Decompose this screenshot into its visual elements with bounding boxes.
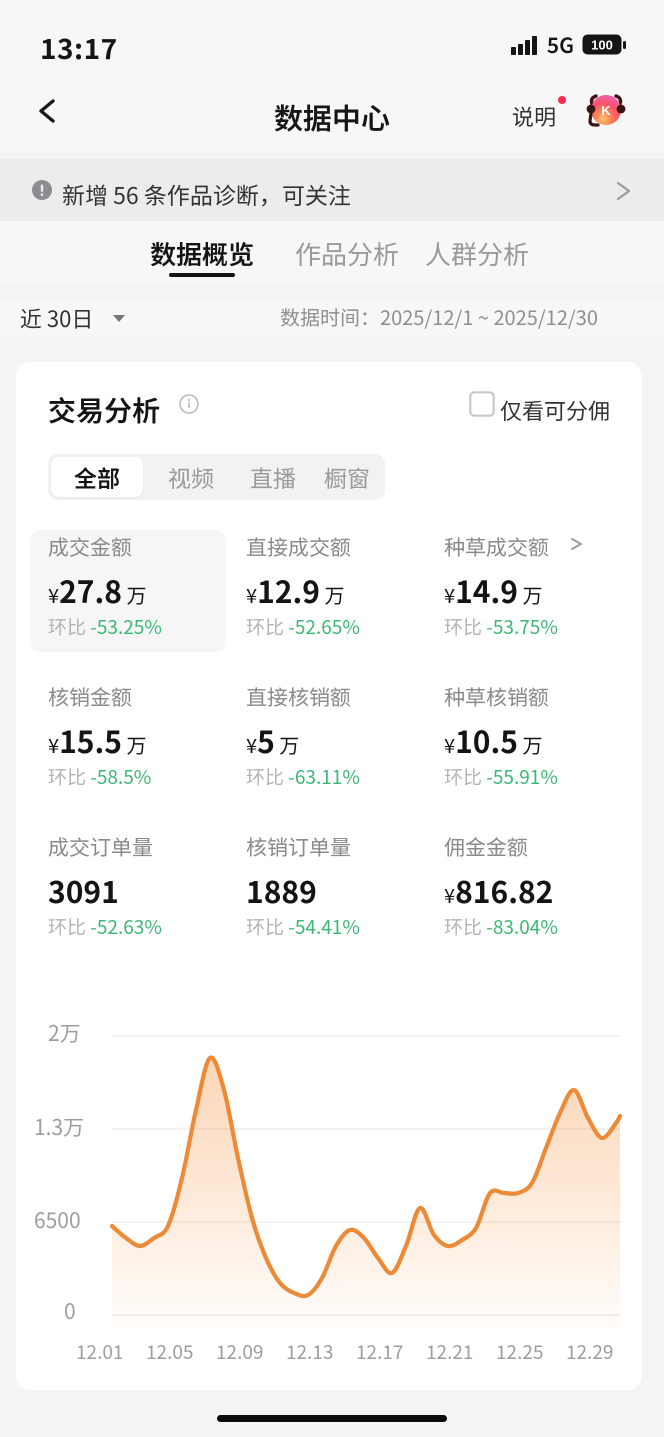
svg-text:K: K: [601, 103, 611, 118]
svg-text:100: 100: [591, 37, 613, 52]
